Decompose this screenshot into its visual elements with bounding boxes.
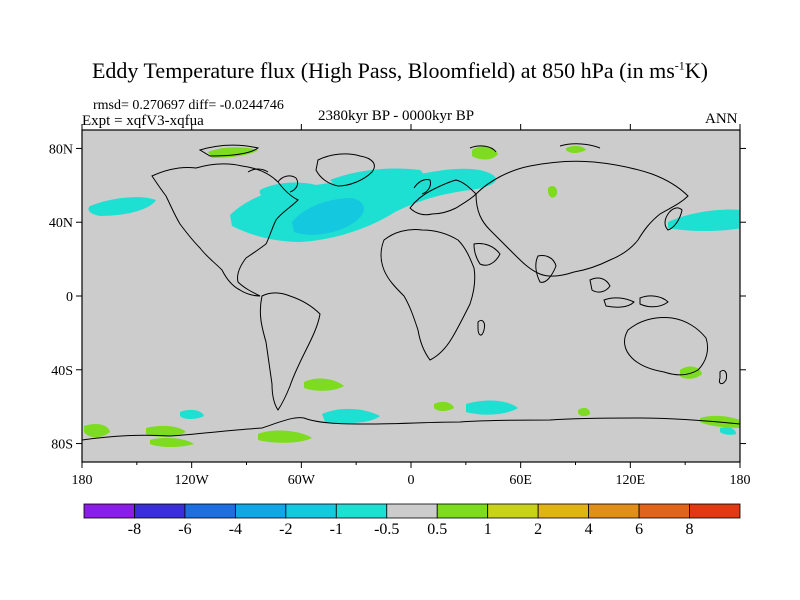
southern-ocean-positive-2	[578, 407, 590, 417]
colorbar-label: 2	[534, 521, 543, 538]
colorbar-label: 8	[685, 521, 694, 538]
colorbar-swatch	[588, 503, 640, 519]
colorbar-label: -4	[228, 521, 243, 538]
arctic-anomaly-2	[472, 146, 498, 160]
colorbar-swatch	[134, 503, 186, 519]
lon-tick-label: 180	[730, 473, 751, 488]
colorbar-label: 6	[635, 521, 644, 538]
lat-tick-label: 40N	[49, 216, 73, 231]
colorbar-label: -1	[329, 521, 343, 538]
lon-tick-label: 60E	[509, 473, 532, 488]
southern-ocean-anomaly-1	[322, 408, 380, 424]
plot-title: Eddy Temperature flux (High Pass, Bloomf…	[91, 58, 708, 83]
colorbar-swatch	[234, 503, 287, 519]
australia-anomaly	[680, 366, 702, 379]
colorbar-swatch	[83, 503, 135, 519]
arctic-anomaly	[208, 147, 258, 158]
coastlines	[82, 143, 740, 441]
siberia-anomaly	[548, 186, 558, 198]
longitude-ticks: 180 120W 60W 0 60E 120E 180	[72, 124, 751, 488]
latitude-ticks: 80N 40N 0 40S 80S	[49, 142, 746, 453]
lat-tick-label: 80S	[51, 438, 73, 453]
colorbar-label: -2	[279, 521, 293, 538]
north-pacific-east-anomaly	[668, 209, 740, 231]
southern-ocean-positive-1	[434, 401, 454, 411]
colorbar-swatch	[487, 503, 539, 519]
colorbar-swatch	[537, 503, 590, 519]
lon-tick-label: 0	[408, 473, 415, 488]
south-atlantic-anomaly	[304, 378, 344, 391]
colorbar-label: -6	[178, 521, 192, 538]
colorbar-label: 1	[483, 521, 492, 538]
antarctic-coast-anomaly-1	[84, 424, 110, 438]
colorbar-swatch	[689, 503, 741, 519]
colorbar-swatch	[335, 503, 388, 519]
lon-tick-label: 180	[72, 473, 93, 488]
lat-tick-label: 0	[66, 290, 73, 305]
antarctic-coast-anomaly-3	[150, 437, 194, 447]
antarctic-coast-anomaly-4	[258, 430, 312, 443]
lon-tick-label: 120E	[616, 473, 646, 488]
season-label: ANN	[705, 111, 738, 127]
colorbar-label: -8	[127, 521, 142, 538]
colorbar-label: 0.5	[427, 521, 448, 538]
colorbar-swatch	[436, 503, 489, 519]
canada-anomaly	[259, 182, 320, 200]
antarctic-coast-anomaly-2	[146, 425, 186, 437]
colorbar	[83, 503, 741, 519]
colorbar-label: 4	[584, 521, 593, 538]
colorbar-swatch	[386, 503, 438, 519]
colorbar-label: -0.5	[374, 521, 400, 538]
arctic-anomaly-3	[566, 145, 586, 153]
lat-tick-label: 80N	[49, 142, 73, 157]
colorbar-swatch	[184, 503, 236, 519]
north-atlantic-core	[292, 198, 364, 235]
antarctic-coast-anomaly-6	[720, 427, 736, 435]
lat-tick-label: 40S	[51, 364, 73, 379]
lon-tick-label: 60W	[288, 473, 316, 488]
southern-ocean-anomaly-3	[180, 409, 204, 419]
colorbar-swatch	[285, 503, 337, 519]
stats-text: rmsd= 0.270697 diff= -0.0244746	[93, 98, 284, 113]
colorbar-swatch	[638, 503, 690, 519]
experiment-label: Expt = xqfV3-xqfua	[82, 113, 204, 129]
north-pacific-west-anomaly	[88, 197, 156, 216]
period-label: 2380kyr BP - 0000kyr BP	[318, 108, 475, 124]
southern-ocean-anomaly-2	[466, 400, 518, 415]
greenland-sea-anomaly	[330, 168, 423, 188]
lon-tick-label: 120W	[175, 473, 210, 488]
